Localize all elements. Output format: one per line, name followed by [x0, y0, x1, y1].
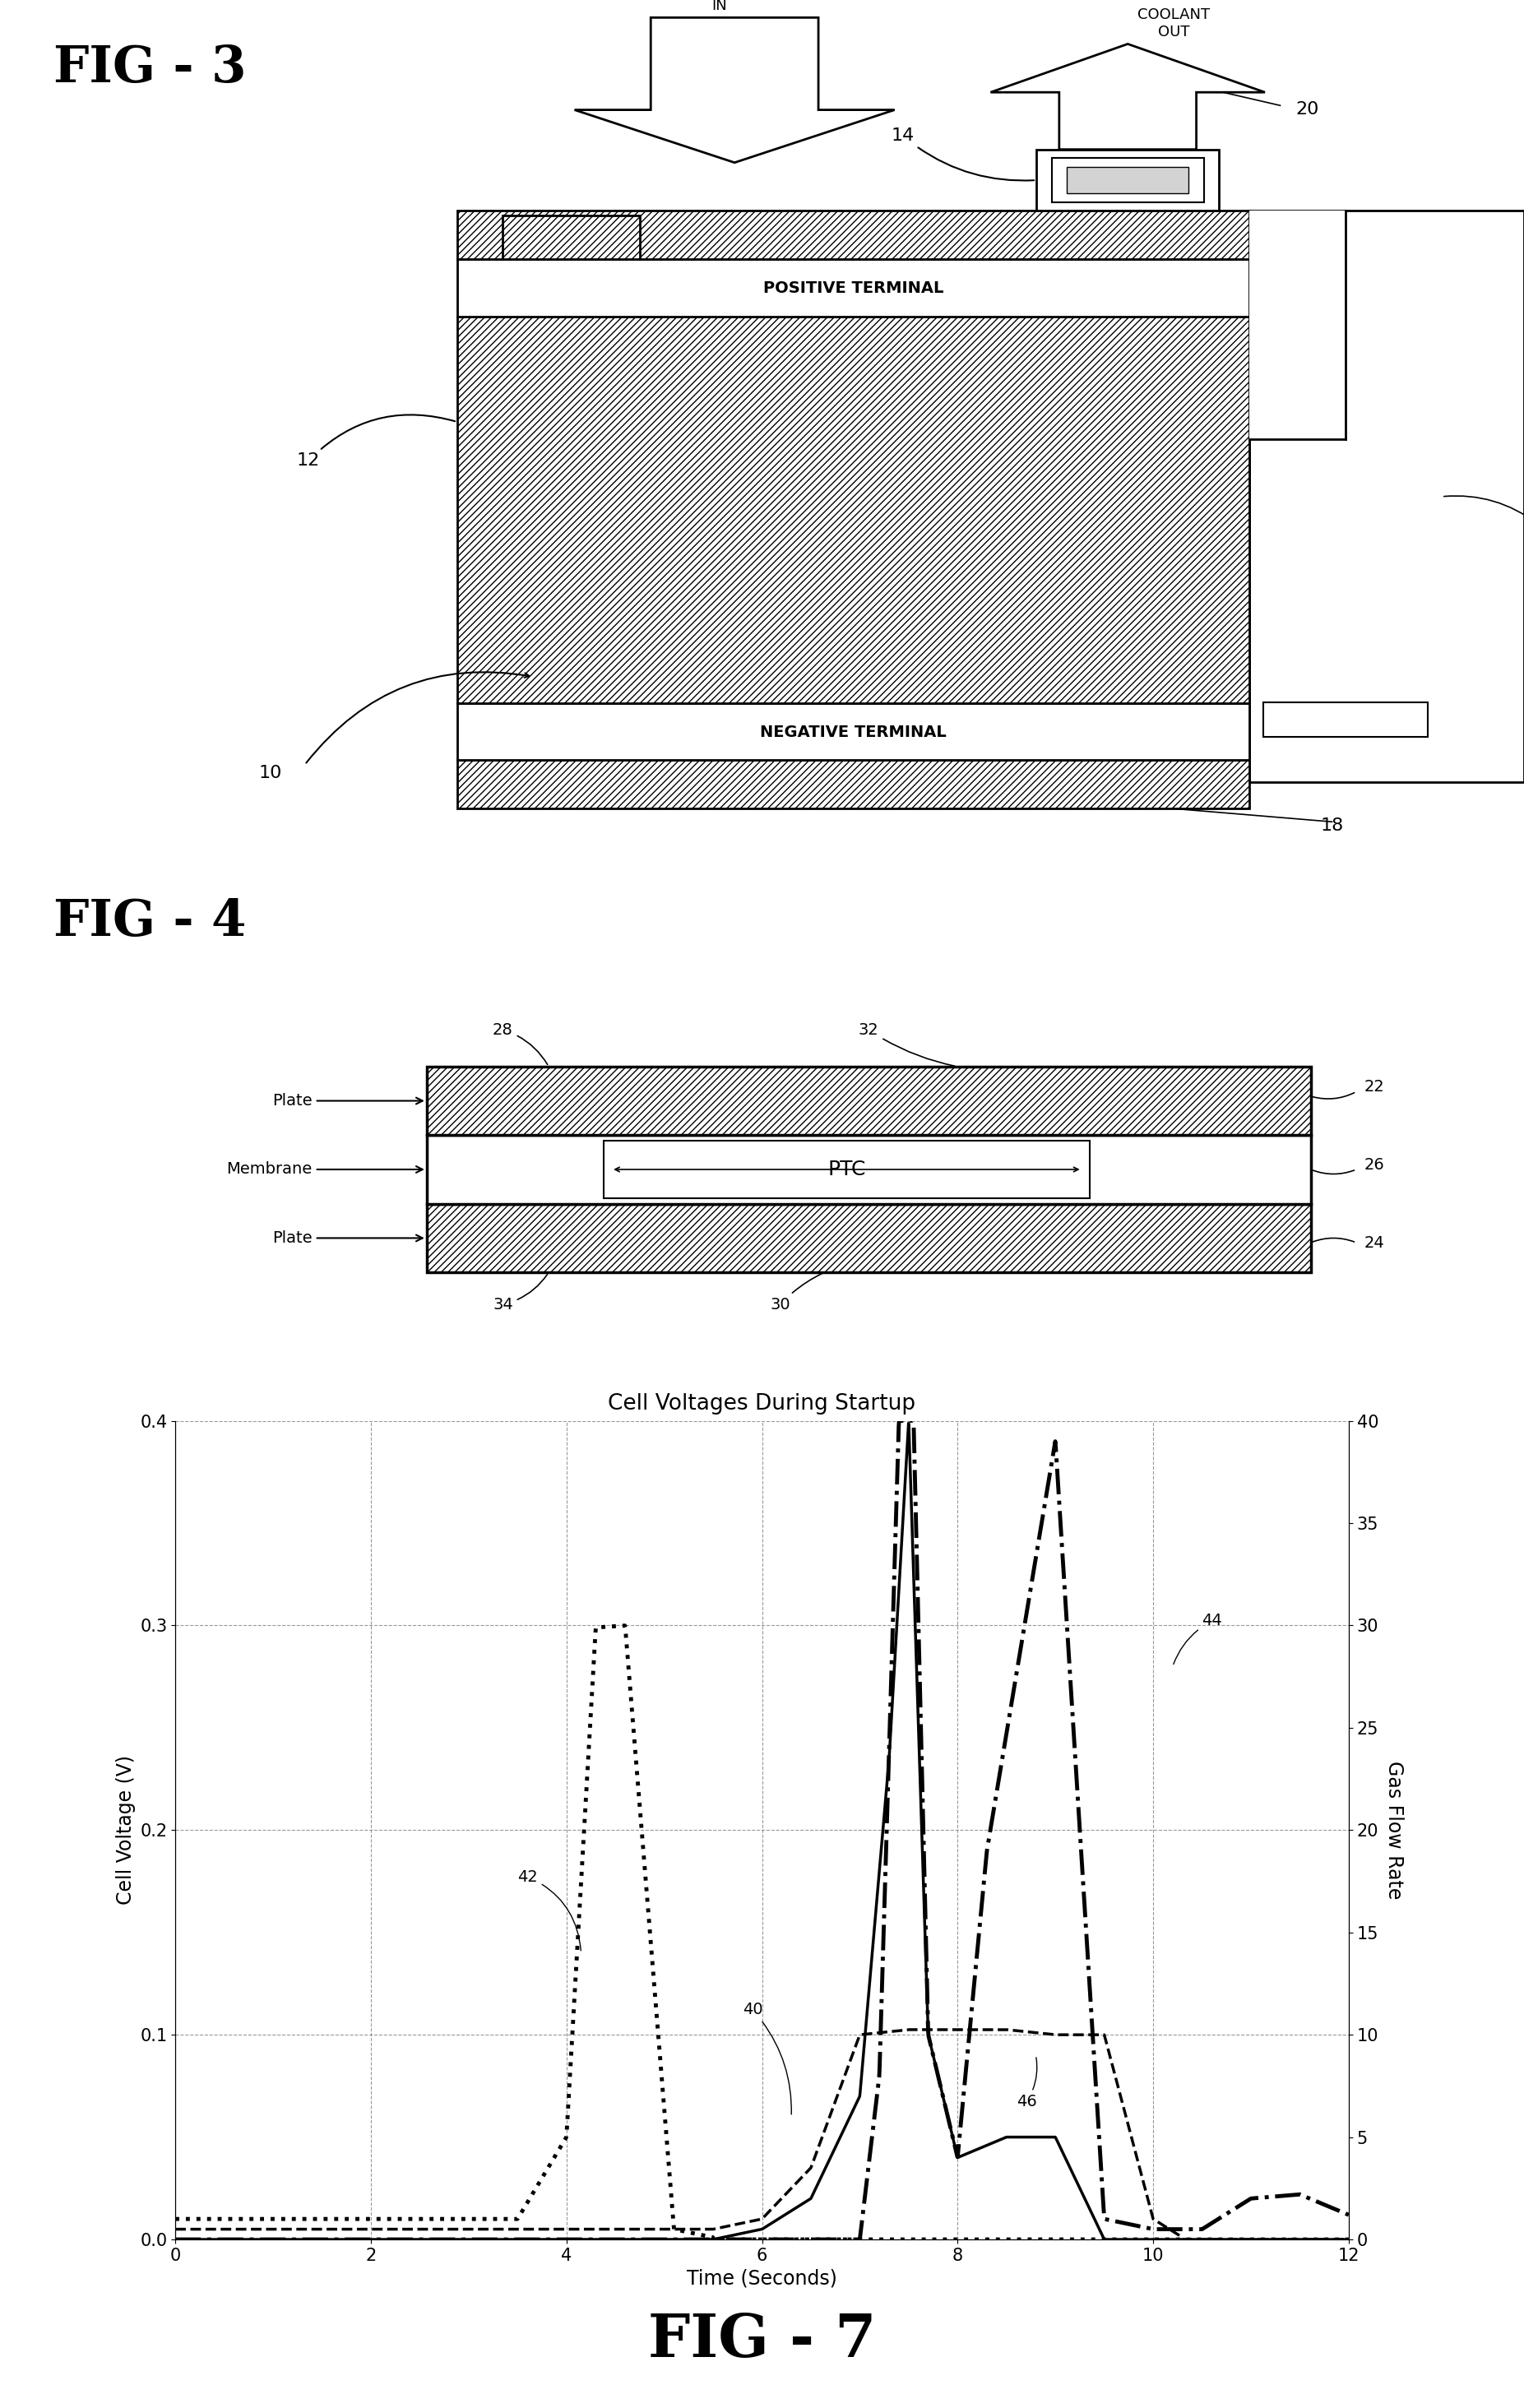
Text: 46: 46 [1017, 2056, 1036, 2109]
Text: 18: 18 [1320, 816, 1344, 833]
Text: FIG - 3: FIG - 3 [53, 43, 247, 94]
Text: COOLANT
IN: COOLANT IN [683, 0, 756, 12]
Text: 40: 40 [742, 2001, 791, 2114]
Text: 12: 12 [297, 414, 456, 470]
Bar [457, 761, 1250, 809]
Text: 42: 42 [518, 1869, 581, 1950]
Text: 10: 10 [259, 766, 282, 780]
Y-axis label: Gas Flow Rate: Gas Flow Rate [1384, 1760, 1404, 1900]
Bar [1067, 166, 1189, 193]
Text: POSITIVE TERMINAL: POSITIVE TERMINAL [764, 279, 943, 296]
Bar [457, 260, 1250, 315]
Text: 34: 34 [492, 1274, 547, 1312]
Text: 22: 22 [1364, 1079, 1384, 1096]
Bar [1250, 212, 1346, 438]
Title: Cell Voltages During Startup: Cell Voltages During Startup [608, 1392, 916, 1413]
Text: FIG - 7: FIG - 7 [648, 2312, 876, 2369]
Y-axis label: Cell Voltage (V): Cell Voltage (V) [116, 1755, 136, 1905]
Bar [604, 1141, 1090, 1199]
Bar [1036, 149, 1219, 212]
Bar [457, 212, 1250, 260]
Bar [427, 1204, 1311, 1271]
Text: Plate: Plate [273, 1093, 422, 1108]
Text: 14: 14 [892, 128, 1035, 181]
Polygon shape [575, 17, 895, 164]
Text: COOLANT
OUT: COOLANT OUT [1137, 7, 1210, 39]
Text: 28: 28 [492, 1021, 547, 1064]
Bar [1052, 159, 1204, 202]
Polygon shape [991, 43, 1265, 149]
Bar [503, 214, 640, 260]
Bar [427, 1134, 1311, 1204]
Text: 44: 44 [1173, 1613, 1222, 1664]
Text: 24: 24 [1364, 1235, 1384, 1250]
Text: Plate: Plate [273, 1230, 422, 1245]
Text: 30: 30 [770, 1274, 823, 1312]
Text: 32: 32 [858, 1021, 956, 1067]
Text: 26: 26 [1364, 1158, 1384, 1173]
Bar [457, 703, 1250, 761]
Text: NEGATIVE TERMINAL: NEGATIVE TERMINAL [760, 725, 946, 739]
Text: PTC: PTC [828, 1161, 866, 1180]
Text: FIG - 4: FIG - 4 [53, 898, 247, 946]
Text: Membrane: Membrane [227, 1161, 422, 1178]
Bar [457, 315, 1250, 703]
Bar [1263, 703, 1428, 737]
Text: 20: 20 [1295, 101, 1318, 118]
Bar [427, 1067, 1311, 1134]
X-axis label: Time (Seconds): Time (Seconds) [687, 2268, 837, 2288]
Bar [1250, 212, 1524, 783]
